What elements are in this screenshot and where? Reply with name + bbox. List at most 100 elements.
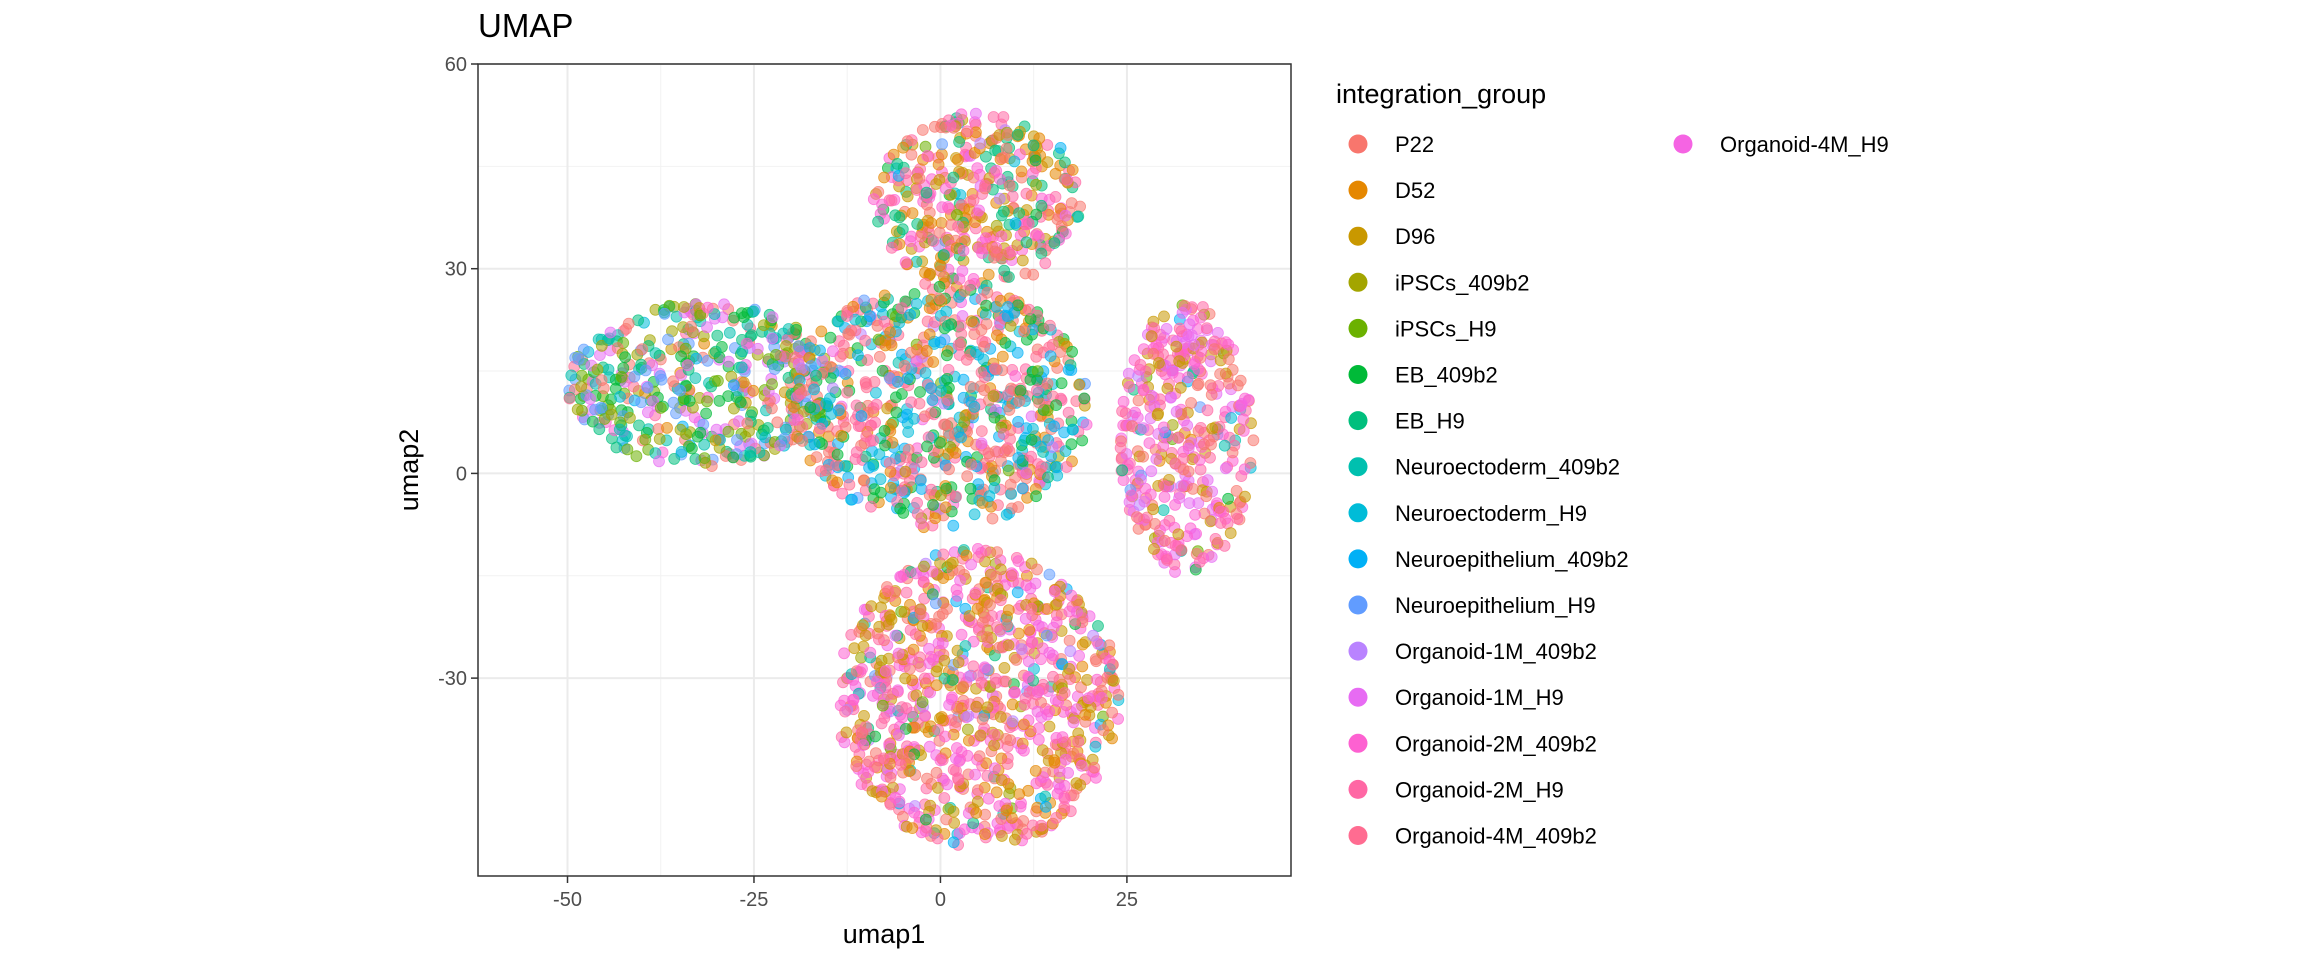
data-point (869, 760, 881, 773)
data-point (662, 333, 674, 346)
data-point (952, 153, 964, 166)
data-point (988, 739, 1000, 752)
data-point (1014, 800, 1027, 813)
data-point (1048, 585, 1061, 598)
data-point (890, 391, 902, 404)
data-point (878, 424, 891, 437)
data-point (1035, 199, 1048, 212)
data-point (937, 548, 950, 561)
data-point (971, 795, 984, 808)
data-point (1066, 345, 1078, 358)
data-point (810, 369, 822, 382)
x-tick-label: -50 (553, 889, 582, 911)
legend-entry: Organoid-1M_H9 (1348, 685, 1564, 710)
x-axis-title: umap1 (843, 919, 926, 949)
data-point (1067, 423, 1079, 436)
y-tick-label: 30 (445, 259, 467, 281)
data-point (810, 451, 823, 464)
x-tick-label: -25 (740, 889, 769, 911)
data-point (1205, 388, 1218, 401)
data-point (1018, 744, 1030, 757)
data-point (595, 374, 608, 387)
data-point (965, 315, 978, 328)
data-point (1194, 311, 1207, 324)
data-point (674, 384, 687, 397)
data-point (1149, 518, 1161, 530)
data-point (952, 220, 964, 233)
data-point (1016, 254, 1029, 267)
data-point (694, 309, 707, 322)
data-point (898, 606, 911, 618)
data-point (1060, 461, 1073, 473)
data-point (808, 438, 821, 451)
data-point (1020, 236, 1033, 249)
data-point (1081, 674, 1093, 686)
data-point (841, 386, 853, 399)
data-point (815, 465, 827, 478)
data-point (997, 428, 1010, 440)
data-point (846, 493, 858, 506)
data-point (1048, 756, 1061, 769)
data-point (698, 452, 711, 465)
data-point (932, 724, 944, 736)
data-point (930, 665, 943, 678)
data-point (873, 448, 886, 461)
data-point (968, 508, 981, 521)
data-point (779, 350, 792, 363)
legend-entry: Neuroectoderm_409b2 (1348, 455, 1620, 480)
data-point (944, 558, 957, 570)
data-point (938, 792, 951, 804)
data-point (1067, 716, 1080, 729)
data-point (1170, 340, 1183, 353)
data-point (865, 600, 878, 613)
data-point (593, 423, 606, 436)
data-point (727, 451, 740, 464)
data-point (621, 443, 634, 456)
data-point (952, 772, 964, 785)
data-point (1011, 128, 1024, 141)
data-point (871, 688, 884, 700)
data-point (858, 710, 870, 722)
data-point (1031, 705, 1044, 718)
data-point (961, 125, 974, 138)
data-point (836, 487, 849, 500)
data-point (1033, 722, 1045, 734)
data-point (718, 298, 730, 311)
data-point (989, 673, 1002, 685)
data-point (988, 411, 1001, 424)
data-point (1107, 675, 1120, 687)
data-point (936, 148, 948, 161)
data-point (654, 401, 667, 414)
data-point (989, 445, 1002, 458)
data-point (923, 740, 936, 753)
data-point (1002, 604, 1015, 616)
data-point (815, 325, 828, 338)
data-point (722, 425, 735, 438)
data-point (1012, 415, 1024, 428)
data-point (1198, 438, 1210, 451)
data-point (990, 570, 1003, 583)
data-point (1166, 366, 1179, 379)
x-tick-label: 0 (935, 889, 946, 911)
data-point (857, 619, 869, 632)
data-point (1071, 606, 1083, 618)
data-point (899, 465, 912, 478)
data-point (984, 599, 996, 611)
data-point (824, 331, 837, 344)
data-point (870, 398, 883, 411)
data-point (1030, 208, 1043, 221)
legend-swatch (1348, 733, 1368, 753)
data-point (935, 121, 947, 134)
data-point (969, 587, 982, 599)
data-point (1017, 815, 1030, 827)
data-point (1023, 624, 1036, 636)
data-point (808, 383, 820, 396)
data-point (1182, 465, 1195, 478)
data-point (1001, 389, 1014, 402)
data-point (667, 375, 680, 388)
data-point (1080, 418, 1093, 431)
data-point (619, 351, 631, 364)
data-point (1170, 405, 1183, 418)
data-point (1117, 395, 1130, 408)
data-point (911, 507, 924, 520)
